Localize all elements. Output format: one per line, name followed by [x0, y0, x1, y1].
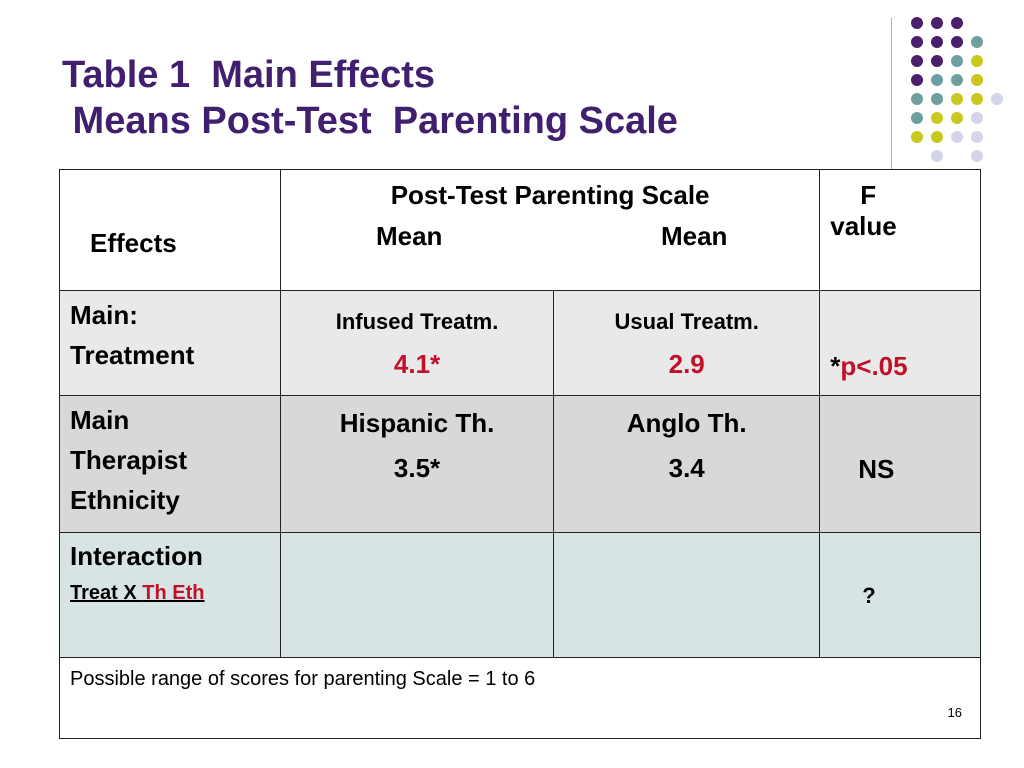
slide-title: Table 1 Main Effects Means Post-Test Par… — [62, 52, 678, 144]
dot — [911, 17, 923, 29]
header-group-cell: Post-Test Parenting Scale Mean Mean — [279, 169, 821, 291]
dot — [931, 93, 943, 105]
header-mean-right: Mean — [660, 221, 728, 251]
header-row: Effects Post-Test Parenting Scale Mean M… — [59, 169, 981, 291]
table-row: Main Therapist Ethnicity Hispanic Th. 3.… — [59, 395, 981, 533]
dot — [911, 112, 923, 124]
row-label-cell: Interaction Treat X Th Eth — [59, 532, 281, 658]
page-number: 16 — [947, 705, 962, 720]
header-f-line1: F — [860, 180, 877, 210]
dot-row-4 — [911, 74, 983, 86]
dot — [951, 55, 963, 67]
dot-row-5 — [911, 93, 1003, 105]
dot-row-2 — [911, 36, 983, 48]
table-row: Interaction Treat X Th Eth ? — [59, 532, 981, 658]
title-line-1: Table 1 Main Effects — [62, 54, 436, 96]
dot — [911, 74, 923, 86]
row-label-cell: Main: Treatment — [59, 290, 281, 396]
row-label-line: Interaction — [70, 541, 203, 571]
dot — [911, 36, 923, 48]
interaction-sub-red: Th Eth — [142, 582, 205, 604]
right-group-cell: Usual Treatm. 2.9 — [553, 290, 821, 396]
dot — [971, 55, 983, 67]
header-group-title: Post-Test Parenting Scale — [390, 180, 710, 210]
footnote-row: Possible range of scores for parenting S… — [59, 657, 981, 739]
right-group-cell — [553, 532, 821, 658]
dot — [911, 55, 923, 67]
group-name: Usual Treatm. — [614, 309, 759, 334]
group-name: Anglo Th. — [626, 408, 747, 438]
f-value: ? — [862, 583, 876, 608]
row-label-cell: Main Therapist Ethnicity — [59, 395, 281, 533]
title-line-2: Means Post-Test Parenting Scale — [62, 100, 678, 142]
dot — [971, 74, 983, 86]
row-label-line: Ethnicity — [70, 485, 180, 515]
dot — [951, 17, 963, 29]
header-f-cell: F value — [819, 169, 981, 291]
divider-line — [891, 18, 892, 170]
header-effects: Effects — [90, 228, 177, 258]
dot — [951, 36, 963, 48]
dot — [931, 74, 943, 86]
dot-row-7 — [911, 131, 983, 143]
dot — [971, 36, 983, 48]
row-label-line: Main — [70, 405, 130, 435]
f-value-cell: ? — [819, 532, 981, 658]
interaction-sub-black: Treat X — [70, 582, 143, 604]
header-effects-cell: Effects — [59, 169, 281, 291]
mean-value: 4.1* — [393, 349, 441, 379]
f-value: NS — [858, 454, 895, 484]
table-row: Main: Treatment Infused Treatm. 4.1* Usu… — [59, 290, 981, 396]
dot-row-8 — [931, 150, 983, 162]
right-group-cell: Anglo Th. 3.4 — [553, 395, 821, 533]
header-f-line2: value — [830, 211, 897, 241]
row-label-line: Main: — [70, 300, 138, 330]
dot — [931, 150, 943, 162]
dot — [971, 93, 983, 105]
dot — [951, 131, 963, 143]
dot — [931, 131, 943, 143]
dot — [911, 131, 923, 143]
footnote-text: Possible range of scores for parenting S… — [70, 668, 536, 690]
dot-row-6 — [911, 112, 983, 124]
mean-value: 2.9 — [668, 349, 705, 379]
dot — [951, 93, 963, 105]
mean-value: 3.5* — [393, 453, 441, 483]
left-group-cell: Hispanic Th. 3.5* — [279, 395, 555, 533]
results-table: Effects Post-Test Parenting Scale Mean M… — [59, 169, 981, 739]
f-prefix: * — [830, 351, 841, 381]
group-name: Hispanic Th. — [339, 408, 495, 438]
row-label-line: Treatment — [70, 340, 195, 370]
dot — [971, 131, 983, 143]
dot-row-1 — [911, 17, 963, 29]
dot — [951, 112, 963, 124]
group-name: Infused Treatm. — [335, 309, 499, 334]
dot — [931, 36, 943, 48]
f-value: p<.05 — [840, 351, 908, 381]
dot — [931, 17, 943, 29]
dot — [931, 112, 943, 124]
f-value-cell: NS — [819, 395, 981, 533]
row-label-line: Therapist — [70, 445, 188, 475]
dot — [911, 93, 923, 105]
dot — [971, 150, 983, 162]
mean-value: 3.4 — [668, 453, 705, 483]
header-mean-left: Mean — [375, 221, 443, 251]
dot — [951, 74, 963, 86]
left-group-cell: Infused Treatm. 4.1* — [279, 290, 555, 396]
dot-row-3 — [911, 55, 983, 67]
dot — [991, 93, 1003, 105]
f-value-cell: *p<.05 — [819, 290, 981, 396]
dot — [931, 55, 943, 67]
left-group-cell — [279, 532, 555, 658]
footnote-cell: Possible range of scores for parenting S… — [59, 657, 981, 739]
dot — [971, 112, 983, 124]
